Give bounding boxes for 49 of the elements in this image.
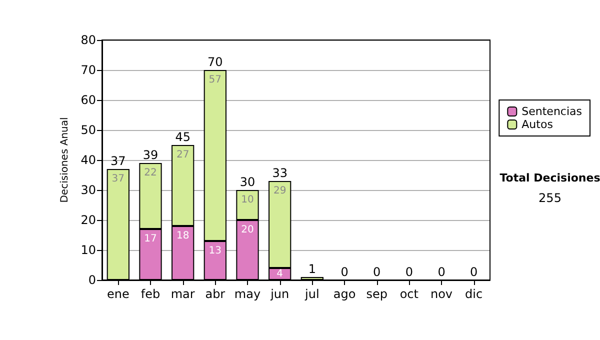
total-label: 0 — [470, 265, 478, 279]
y-tick-label: 50 — [80, 123, 96, 137]
x-tick-label: ago — [333, 287, 356, 301]
data-label: 18 — [176, 230, 190, 242]
data-label: 20 — [241, 224, 254, 236]
x-tick-label: abr — [205, 287, 226, 301]
total-label: 0 — [340, 265, 348, 279]
data-label: 57 — [208, 74, 222, 86]
y-tick-label: 0 — [88, 273, 96, 287]
legend-label: Sentencias — [522, 105, 582, 118]
y-tick-label: 20 — [80, 213, 96, 227]
x-tick-label: may — [234, 287, 261, 301]
data-label: 37 — [112, 174, 125, 184]
total-label: 70 — [208, 55, 223, 69]
data-label: 29 — [273, 186, 286, 196]
total-label: 33 — [272, 166, 288, 180]
x-tick-label: oct — [400, 287, 419, 301]
total-label: 1 — [308, 262, 316, 276]
x-tick-label: dic — [465, 287, 483, 301]
y-tick-label: 60 — [80, 93, 96, 107]
data-label: 10 — [241, 194, 254, 206]
data-label: 27 — [176, 150, 190, 160]
total-label: 39 — [142, 148, 158, 162]
x-tick-label: jun — [270, 287, 290, 301]
total-label: 45 — [175, 130, 190, 144]
total-label: 0 — [373, 265, 381, 279]
total-label: 0 — [405, 265, 413, 279]
text: 255 — [538, 191, 562, 205]
x-tick-label: feb — [140, 287, 160, 301]
total-label: 0 — [438, 265, 446, 279]
data-label: 4 — [276, 268, 284, 280]
data-label: 22 — [144, 168, 157, 178]
x-tick-label: nov — [430, 287, 453, 301]
data-label: 17 — [144, 234, 157, 244]
x-tick-label: ene — [106, 287, 130, 301]
x-tick-label: sep — [366, 287, 388, 301]
y-tick-label: 30 — [80, 183, 96, 197]
y-tick-label: 80 — [80, 33, 96, 47]
data-label: 13 — [208, 246, 222, 256]
total-label: 37 — [110, 154, 126, 168]
x-tick-label: jul — [304, 287, 320, 301]
text: Total Decisiones — [500, 172, 600, 184]
y-tick-label: 40 — [80, 153, 96, 167]
x-tick-label: mar — [170, 287, 195, 301]
total-label: 30 — [240, 175, 256, 189]
y-tick-label: 10 — [80, 243, 96, 257]
legend-label: Autos — [522, 118, 554, 131]
y-tick-label: 70 — [80, 63, 96, 77]
y-axis-title: Decisiones Anual — [59, 117, 70, 203]
